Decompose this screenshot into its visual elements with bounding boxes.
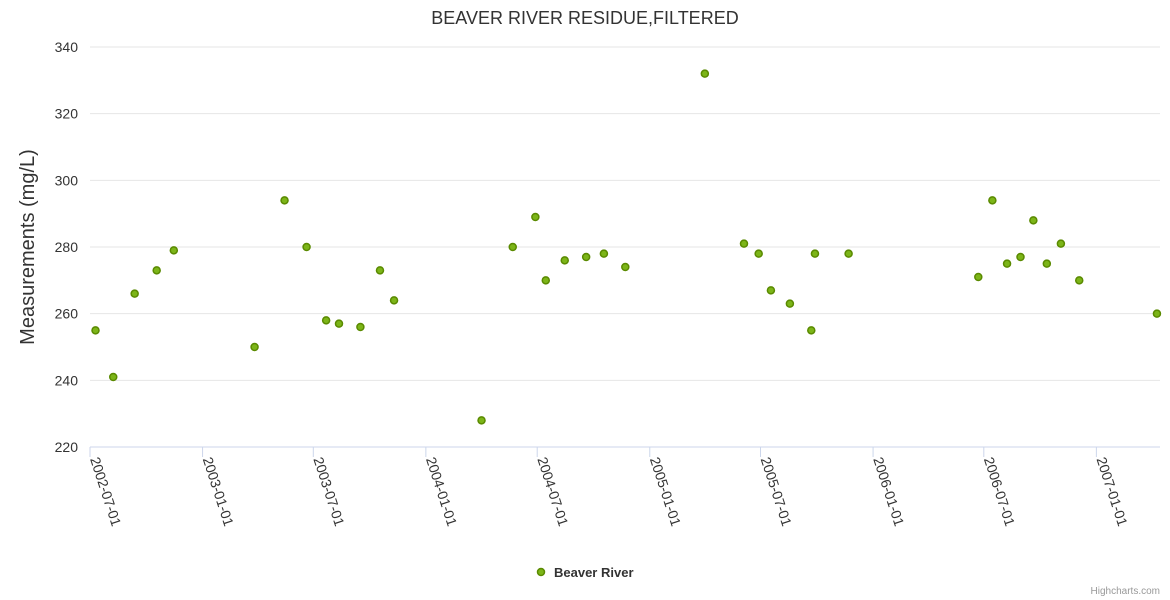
data-point[interactable] xyxy=(541,276,551,285)
data-point[interactable] xyxy=(280,196,289,205)
data-point[interactable] xyxy=(785,299,795,308)
grid-lines xyxy=(90,46,1160,381)
y-tick-label: 220 xyxy=(55,439,79,455)
x-axis-ticks: 2002-07-01 2003-01-01 2003-07-01 2004-01-01… xyxy=(87,447,1131,528)
y-tick-label: 300 xyxy=(55,172,79,188)
data-point[interactable] xyxy=(1029,216,1038,225)
data-point[interactable] xyxy=(754,249,763,258)
y-tick-label: 260 xyxy=(55,306,79,322)
data-point[interactable] xyxy=(599,249,609,258)
x-tick-label: 2004-07-01 xyxy=(534,455,571,528)
y-axis-label: Measurements (mg/L) xyxy=(17,149,39,345)
data-point[interactable] xyxy=(334,319,344,328)
data-point[interactable] xyxy=(375,266,385,275)
data-point[interactable] xyxy=(508,242,517,252)
chart-title: BEAVER RIVER RESIDUE,FILTERED xyxy=(431,8,738,28)
data-point[interactable] xyxy=(389,296,399,305)
x-tick-label: 2006-07-01 xyxy=(981,455,1018,528)
legend[interactable]: Beaver River xyxy=(536,565,634,580)
data-point[interactable] xyxy=(739,239,749,248)
legend-label: Beaver River xyxy=(554,565,634,580)
y-axis-ticks: 220 240 260 280 300 320 340 xyxy=(55,39,79,455)
y-tick-label: 340 xyxy=(55,39,79,55)
credits-link[interactable]: Highcharts.com xyxy=(1091,586,1160,597)
data-point[interactable] xyxy=(91,326,100,335)
data-point[interactable] xyxy=(302,242,311,252)
data-point[interactable] xyxy=(477,416,486,425)
legend-marker-icon xyxy=(536,567,546,577)
data-point[interactable] xyxy=(581,252,591,262)
x-tick-label: 2004-01-01 xyxy=(423,455,460,528)
x-tick-label: 2003-01-01 xyxy=(200,455,237,528)
x-tick-label: 2006-01-01 xyxy=(870,455,907,528)
data-point[interactable] xyxy=(560,256,569,265)
data-point[interactable] xyxy=(130,289,139,298)
x-tick-label: 2007-01-01 xyxy=(1094,455,1131,528)
y-tick-label: 320 xyxy=(55,106,79,122)
data-point[interactable] xyxy=(321,316,331,325)
data-point[interactable] xyxy=(250,342,259,352)
data-point[interactable] xyxy=(1016,252,1025,262)
data-point[interactable] xyxy=(621,262,630,272)
data-point[interactable] xyxy=(152,266,161,275)
data-point[interactable] xyxy=(700,69,710,78)
y-tick-label: 240 xyxy=(55,372,79,388)
data-point[interactable] xyxy=(988,196,997,205)
data-point[interactable] xyxy=(1074,276,1084,285)
data-point[interactable] xyxy=(810,249,820,258)
data-point[interactable] xyxy=(1056,239,1066,248)
y-tick-label: 280 xyxy=(55,239,79,255)
data-point[interactable] xyxy=(1042,259,1052,268)
x-tick-label: 2005-07-01 xyxy=(758,455,795,528)
data-point[interactable] xyxy=(974,272,983,282)
data-point[interactable] xyxy=(766,286,776,295)
data-point[interactable] xyxy=(1152,309,1162,318)
data-point[interactable] xyxy=(807,326,816,335)
data-point[interactable] xyxy=(169,246,179,255)
x-tick-label: 2005-01-01 xyxy=(647,455,684,528)
data-points xyxy=(91,69,1162,425)
data-point[interactable] xyxy=(1002,259,1012,268)
data-point[interactable] xyxy=(844,249,853,258)
data-point[interactable] xyxy=(356,322,365,332)
data-point[interactable] xyxy=(531,212,540,222)
x-tick-label: 2003-07-01 xyxy=(310,455,347,528)
x-tick-label: 2002-07-01 xyxy=(87,455,124,528)
data-point[interactable] xyxy=(108,372,118,382)
